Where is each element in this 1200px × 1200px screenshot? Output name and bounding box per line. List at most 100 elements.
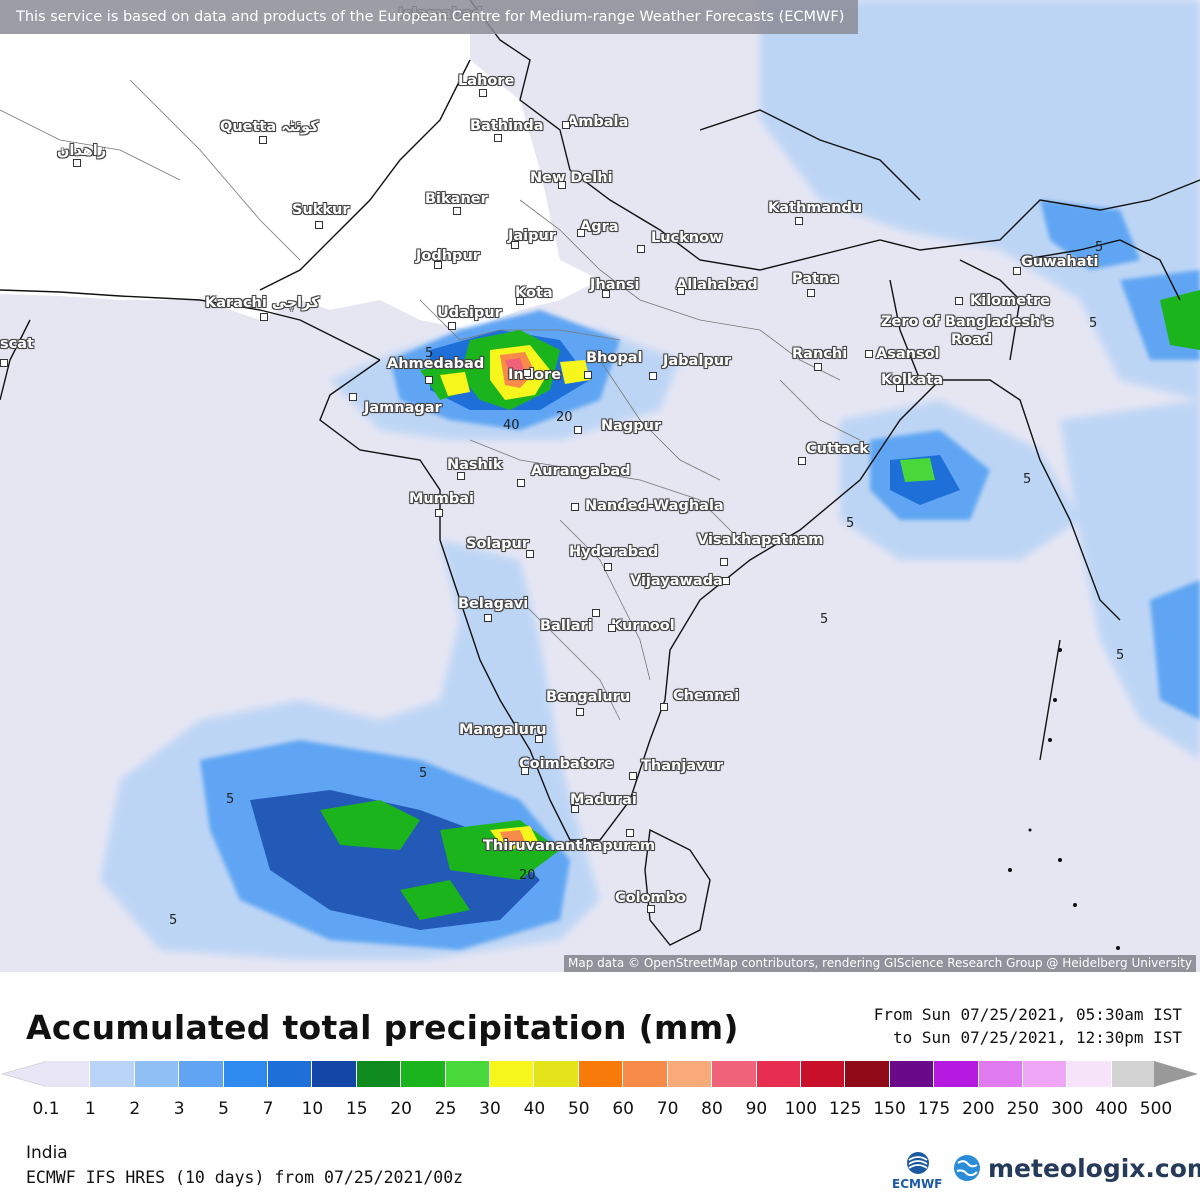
city-marker [720, 558, 728, 566]
city-label: Jabalpur [663, 353, 732, 369]
city-label: Vijayawada [630, 573, 723, 589]
colorbar-bin [756, 1061, 801, 1087]
colorbar-bin [712, 1061, 757, 1087]
city-label: Mumbai [409, 491, 474, 507]
city-label: Thanjavur [641, 758, 724, 774]
colorbar-bin [401, 1061, 446, 1087]
colorbar-tick-label: 1 [84, 1099, 96, 1119]
city-marker [807, 289, 815, 297]
city-marker [516, 297, 524, 305]
city-label: Thiruvananthapuram [483, 838, 656, 854]
colorbar-tick-label: 400 [1095, 1099, 1128, 1119]
city-marker [511, 241, 519, 249]
city-label: Bathinda [470, 118, 544, 134]
city-marker [649, 372, 657, 380]
city-marker [435, 509, 443, 517]
city-marker [795, 217, 803, 225]
city-marker [571, 805, 579, 813]
colorbar-tick-label: 5 [218, 1099, 230, 1119]
city-marker [0, 359, 8, 367]
city-label: Mangaluru [459, 722, 547, 738]
colorbar-bin [46, 1061, 91, 1087]
city-label: Guwahati [1021, 254, 1099, 270]
city-marker [448, 322, 456, 330]
city-marker [494, 134, 502, 142]
contour-label: 5 [846, 516, 855, 531]
city-marker [571, 503, 579, 511]
city-label: Kilometre [970, 293, 1050, 309]
attribution-top: This service is based on data and produc… [0, 0, 859, 34]
meteologix-logo[interactable]: meteologix.com [952, 1150, 1200, 1186]
contour-label: 5 [1089, 316, 1098, 331]
city-label: Karachi کراچی [205, 295, 320, 311]
contour-label: 5 [1023, 472, 1032, 487]
colorbar-bin [978, 1061, 1023, 1087]
colorbar-bin [623, 1061, 668, 1087]
colorbar-bin [934, 1061, 979, 1087]
colorbar-bin [800, 1061, 846, 1087]
globe-icon [954, 1155, 980, 1181]
city-marker [434, 261, 442, 269]
city-label: Bhopal [586, 350, 643, 366]
brand-name: meteologix.com [988, 1153, 1200, 1183]
colorbar-tick-label: 200 [962, 1099, 995, 1119]
city-marker [604, 563, 612, 571]
colorbar-tick-label: 2 [129, 1099, 141, 1119]
city-marker [896, 384, 904, 392]
colorbar-ticks: 0.1 1 2 3 5 7 10 15 20 25 30 40 50 60 70 80 90 100 125 150 1… [0, 1099, 1200, 1123]
city-marker [602, 290, 610, 298]
city-marker [660, 703, 668, 711]
city-label: Hyderabad [569, 544, 659, 560]
colorbar-tick-label: 3 [173, 1099, 185, 1119]
city-label: Solapur [466, 536, 530, 552]
ecmwf-label: ECMWF [892, 1177, 943, 1191]
city-label: Ambala [567, 114, 629, 130]
contour-label: 40 [503, 418, 520, 433]
colorbar-tick-label: 300 [1050, 1099, 1084, 1119]
colorbar-tick-label: 50 [567, 1099, 590, 1119]
region-label: India [26, 1143, 68, 1163]
city-marker [73, 159, 81, 167]
city-label: Colombo [615, 890, 686, 906]
city-label: Indore [508, 367, 562, 383]
city-label: Chennai [673, 688, 740, 704]
city-marker [629, 772, 637, 780]
colorbar-tick-label: 250 [1006, 1099, 1040, 1119]
city-marker [576, 708, 584, 716]
colorbar-bin [134, 1061, 180, 1087]
colorbar-tick-label: 10 [301, 1099, 324, 1119]
city-marker [955, 297, 963, 305]
city-marker [259, 136, 267, 144]
contour-label: 5 [1095, 240, 1104, 255]
city-marker [526, 550, 534, 558]
contour-label: 5 [226, 792, 235, 807]
city-marker [425, 376, 433, 384]
colorbar-bin [578, 1061, 624, 1087]
city-marker [315, 221, 323, 229]
city-label: Jhansi [590, 277, 640, 293]
city-label: Bikaner [425, 191, 488, 207]
precipitation-map[interactable]: IslamabadLahoreBathindaAmbalaQuetta کوئٹ… [0, 0, 1200, 972]
attribution-bottom[interactable]: Map data © OpenStreetMap contributors, r… [564, 955, 1196, 972]
city-label: Coimbatore [519, 756, 614, 772]
city-label: Jaipur [508, 228, 557, 244]
city-label: Cuttack [806, 441, 869, 457]
forecast-period: From Sun 07/25/2021, 05:30am IST to Sun … [874, 1003, 1182, 1049]
map-canvas [0, 0, 1200, 960]
city-marker [1013, 267, 1021, 275]
city-label: Ranchi [792, 346, 848, 362]
colorbar-bin [845, 1061, 890, 1087]
city-marker [523, 369, 531, 377]
colorbar-tick-label: 70 [656, 1099, 679, 1119]
city-marker [484, 614, 492, 622]
period-to: to Sun 07/25/2021, 12:30pm IST [893, 1028, 1182, 1047]
colorbar-tick-label: 500 [1139, 1099, 1173, 1119]
city-marker [457, 472, 465, 480]
colorbar-bin [1111, 1061, 1157, 1087]
city-label: New Delhi [530, 170, 613, 186]
city-label: Nagpur [601, 418, 662, 434]
city-label: Zero of Bangladesh's [881, 314, 1054, 330]
colorbar-right-arrow [1154, 1061, 1198, 1087]
contour-label: 20 [519, 868, 536, 883]
city-label: Lahore [458, 73, 515, 89]
